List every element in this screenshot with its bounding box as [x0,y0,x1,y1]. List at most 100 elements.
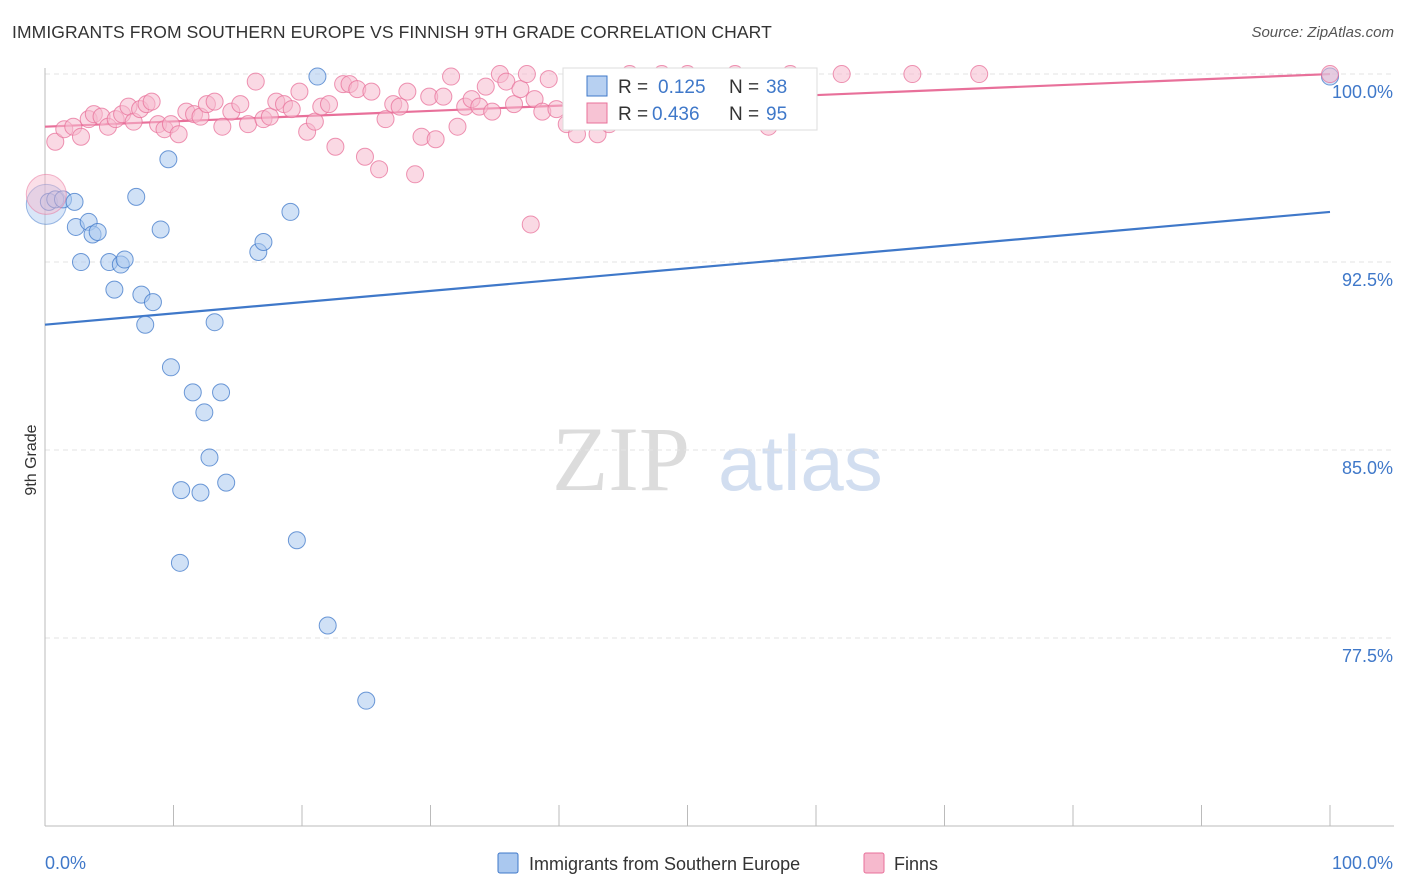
series-blue-point-3 [65,192,84,211]
series-pink-point-69 [539,70,558,89]
x-tick-label-0: 0.0% [45,853,86,873]
series-blue-point-27 [195,403,214,422]
legend-n-value-1: 38 [766,77,787,98]
bottom-legend-swatch-blue [497,852,519,874]
series-pink-point-18 [169,125,188,144]
series-pink-point-36 [305,112,324,131]
series-pink-point-65 [511,80,530,99]
legend-n-label-1: N = [729,77,759,98]
series-pink-point-23 [205,92,224,111]
y-axis-label: 9th Grade [23,424,40,495]
series-pink-point-93 [521,215,540,234]
series-pink-point-91 [903,65,922,84]
series-pink-point-63 [497,72,516,91]
series-blue-point-11 [115,250,134,269]
watermark: ZIP atlas [552,408,883,510]
series-pink-point-90 [832,65,851,84]
series-blue-point-17 [151,220,170,239]
series-pink-point-45 [370,160,389,179]
series-pink-point-38 [319,95,338,114]
legend-r-value-2: 0.436 [652,104,700,125]
series-legend: Immigrants from Southern Europe Finns [497,852,938,874]
series-pink-point-26 [231,95,250,114]
series-blue-point-34 [318,616,337,635]
series-pink-point-34 [290,82,309,101]
series-pink-point-64 [505,95,524,114]
series-pink-point-28 [246,72,265,91]
legend-n-label-2: N = [729,104,759,125]
series-blue-point-23 [205,313,224,332]
bottom-legend-label-immigrants: Immigrants from Southern Europe [529,854,800,874]
legend-r-label-2: R = [618,104,648,125]
series-blue-point-21 [281,202,300,221]
y-tick-label-1: 92.5% [1342,270,1393,290]
series-pink-point-39 [326,137,345,156]
y-tick-label-3: 77.5% [1342,646,1393,666]
series-pink-point-48 [390,97,409,116]
series-pink-point-54 [434,87,453,106]
series-pink-point-50 [406,165,425,184]
bottom-legend-label-finns: Finns [894,854,938,874]
series-pink-point-94 [1321,65,1339,84]
chart-title: IMMIGRANTS FROM SOUTHERN EUROPE VS FINNI… [12,22,772,42]
series-pink-point-0 [46,132,65,151]
data-points [25,65,1339,710]
legend-r-value-1: 0.125 [658,77,706,98]
series-blue-points [25,67,1339,710]
watermark-atlas: atlas [718,419,883,507]
series-blue-point-28 [200,448,219,467]
series-pink-point-53 [426,130,445,149]
series-pink-point-56 [448,117,467,136]
series-pink-point-49 [398,82,417,101]
series-pink-point-44 [362,82,381,101]
series-blue-point-18 [159,150,178,169]
series-pink-point-30 [260,107,279,126]
series-blue-point-8 [71,253,90,272]
series-pink-point-66 [517,65,536,84]
legend-swatch-blue [586,75,608,97]
legend-swatch-pink [586,102,608,124]
series-blue-point-12 [105,280,124,299]
series-blue-point-26 [212,383,231,402]
series-blue-point-14 [143,293,162,312]
series-blue-point-7 [88,222,107,241]
series-blue-point-24 [161,358,180,377]
stats-legend: R = 0.125 N = 38 R = 0.436 N = 95 [562,67,818,131]
series-pink-point-92 [970,65,989,84]
series-pink-point-14 [142,92,161,111]
y-tick-labels: 100.0% 92.5% 85.0% 77.5% [1332,82,1393,666]
series-blue-point-32 [287,531,306,550]
series-blue-point-25 [183,383,202,402]
watermark-zip: ZIP [552,408,690,510]
trend-line-blue [44,210,1331,326]
series-pink-point-33 [282,100,301,119]
gridlines [45,73,1394,639]
x-tick-label-1: 100.0% [1332,853,1393,873]
source-label: Source: ZipAtlas.com [1251,24,1394,41]
series-pink-point-27 [239,115,258,134]
series-blue-point-31 [191,483,210,502]
bottom-legend-swatch-pink [863,852,885,874]
series-blue-point-15 [136,315,155,334]
series-pink-point-55 [442,67,461,86]
series-blue-point-30 [172,481,191,500]
legend-n-value-2: 95 [766,104,787,125]
series-blue-point-22 [308,67,327,86]
series-blue-point-33 [170,553,189,572]
series-pink-point-3 [71,127,90,146]
series-pink-point-46 [376,110,395,129]
series-pink-point-24 [213,117,232,136]
series-pink-big-point-0 [25,173,67,215]
series-blue-point-16 [127,187,146,206]
series-pink-point-43 [355,147,374,166]
series-blue-point-20 [254,232,273,251]
x-tick-labels: 0.0% 100.0% [45,853,1393,873]
y-tick-label-2: 85.0% [1342,458,1393,478]
series-pink-point-70 [547,100,566,119]
y-tick-label-0: 100.0% [1332,82,1393,102]
series-blue-point-29 [217,473,236,492]
series-pink-point-60 [476,77,495,96]
legend-r-label-1: R = [618,77,648,98]
series-pink-point-61 [483,102,502,121]
